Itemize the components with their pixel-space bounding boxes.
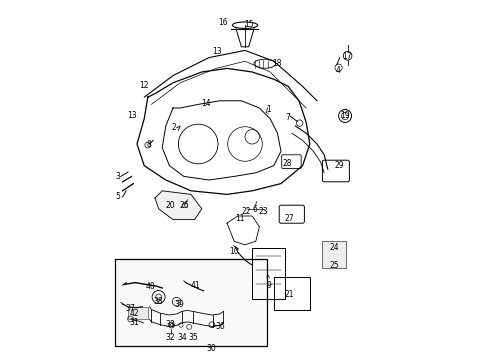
Text: 2: 2 [172,123,176,132]
Text: 25: 25 [329,261,339,270]
Text: 39: 39 [174,300,184,310]
Text: 21: 21 [284,289,294,299]
Text: 14: 14 [201,99,211,108]
Text: 34: 34 [178,333,188,342]
Polygon shape [116,259,267,346]
Text: 17: 17 [342,52,352,61]
Text: 42: 42 [129,310,139,319]
Polygon shape [128,307,148,319]
Text: 1: 1 [266,105,271,114]
Text: 7: 7 [286,113,291,122]
Text: 19: 19 [340,111,350,120]
Bar [116,259,267,346]
Text: 30: 30 [206,343,216,353]
Text: 37: 37 [125,304,135,313]
Text: 9: 9 [267,281,271,289]
Text: 5: 5 [116,192,121,201]
Text: 33: 33 [165,320,175,329]
Text: 41: 41 [191,281,200,290]
Text: 10: 10 [229,248,239,256]
Text: 35: 35 [189,333,198,342]
Text: 27: 27 [284,214,294,223]
Text: 40: 40 [146,282,155,292]
Bar [274,277,310,310]
Text: 13: 13 [127,111,136,120]
Text: 24: 24 [329,243,339,252]
Text: 16: 16 [219,18,228,27]
Text: 38: 38 [153,297,163,306]
Text: 4: 4 [336,66,341,75]
Text: 32: 32 [165,333,175,342]
Text: 22: 22 [242,207,251,216]
Polygon shape [155,191,202,220]
Polygon shape [322,241,346,268]
Text: 18: 18 [272,59,281,68]
Text: 8: 8 [146,140,151,149]
Text: 31: 31 [129,319,139,328]
Text: 12: 12 [139,81,148,90]
Text: 11: 11 [236,215,245,223]
Bar [252,248,285,299]
Text: 26: 26 [180,202,189,210]
Text: 6: 6 [252,205,257,214]
Text: 3: 3 [116,172,121,181]
Text: 20: 20 [165,202,175,210]
Text: 29: 29 [335,161,344,170]
Text: 23: 23 [259,207,269,216]
Text: 13: 13 [212,47,222,56]
Bar [322,241,346,268]
Text: 28: 28 [283,158,292,168]
Bar [128,307,148,319]
Text: 36: 36 [215,322,225,331]
Text: 15: 15 [244,20,253,29]
